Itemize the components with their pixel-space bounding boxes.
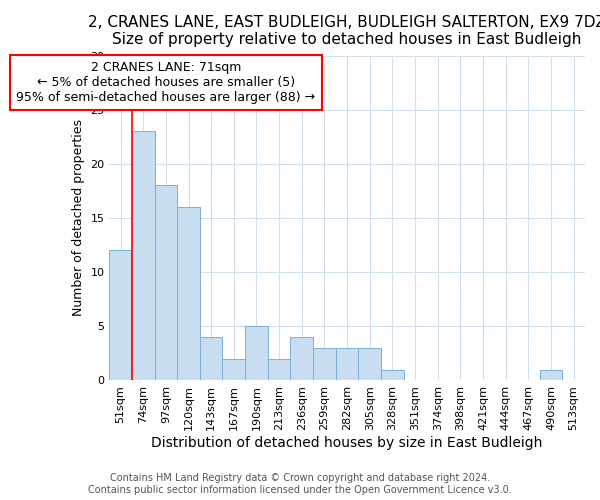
Bar bbox=[223, 359, 245, 380]
Bar bbox=[245, 326, 268, 380]
Bar bbox=[177, 207, 200, 380]
Title: 2, CRANES LANE, EAST BUDLEIGH, BUDLEIGH SALTERTON, EX9 7DZ
Size of property rela: 2, CRANES LANE, EAST BUDLEIGH, BUDLEIGH … bbox=[88, 15, 600, 48]
Bar bbox=[109, 250, 132, 380]
Bar bbox=[132, 132, 155, 380]
Bar bbox=[358, 348, 381, 380]
Bar bbox=[381, 370, 404, 380]
Bar bbox=[155, 186, 177, 380]
Text: Contains HM Land Registry data © Crown copyright and database right 2024.
Contai: Contains HM Land Registry data © Crown c… bbox=[88, 474, 512, 495]
X-axis label: Distribution of detached houses by size in East Budleigh: Distribution of detached houses by size … bbox=[151, 436, 543, 450]
Y-axis label: Number of detached properties: Number of detached properties bbox=[71, 120, 85, 316]
Bar bbox=[290, 337, 313, 380]
Bar bbox=[313, 348, 336, 380]
Bar bbox=[336, 348, 358, 380]
Bar bbox=[200, 337, 223, 380]
Bar bbox=[539, 370, 562, 380]
Text: 2 CRANES LANE: 71sqm
← 5% of detached houses are smaller (5)
95% of semi-detache: 2 CRANES LANE: 71sqm ← 5% of detached ho… bbox=[16, 61, 316, 104]
Bar bbox=[268, 359, 290, 380]
